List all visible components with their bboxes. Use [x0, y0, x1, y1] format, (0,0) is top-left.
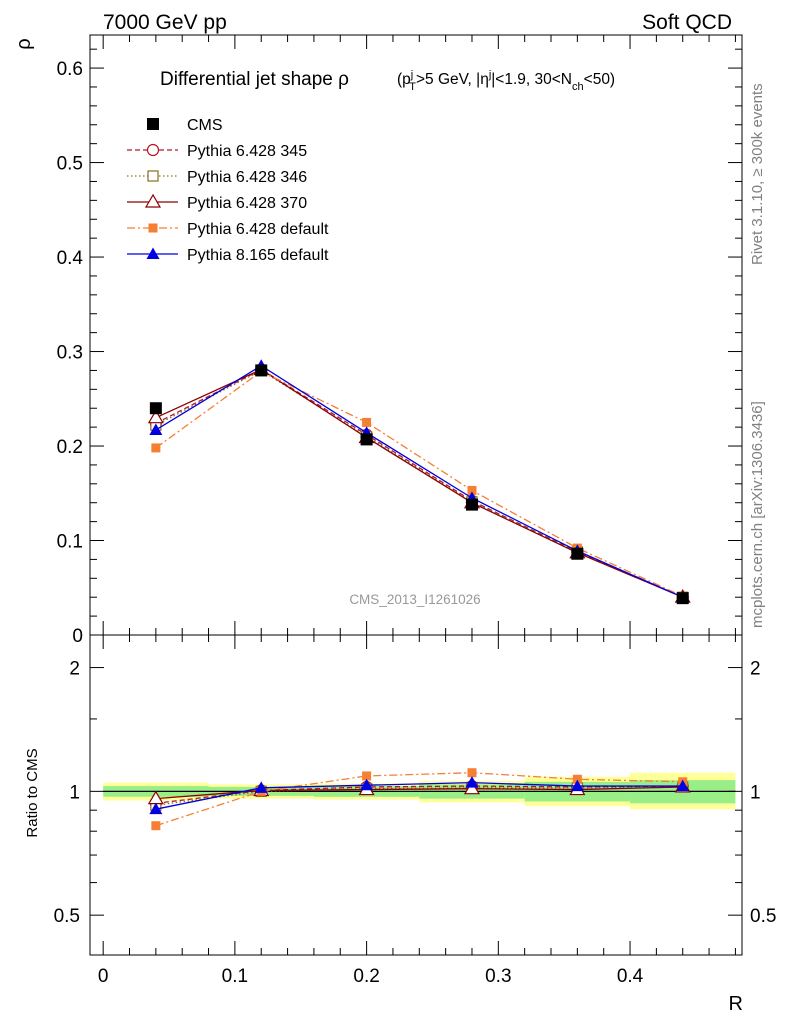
legend-entry-5: Pythia 8.165 default	[127, 247, 329, 264]
x-tick-label: 0.3	[485, 966, 511, 987]
legend-marker	[144, 193, 162, 208]
legend: CMS Pythia 6.428 345 Pythia 6.428 346 Pythi…	[127, 117, 329, 264]
x-axis-label: R	[729, 993, 743, 1015]
main-y-tick-label: 0.5	[57, 154, 83, 175]
ratio-line-5	[155, 781, 683, 810]
legend-marker	[146, 143, 160, 157]
main-series-2	[150, 364, 689, 603]
ratio-y-tick-label-right: 2	[750, 659, 761, 680]
main-y-tick-label: 0	[72, 626, 83, 647]
header-left: 7000 GeV pp	[103, 11, 227, 34]
main-ylabel: ρ	[13, 38, 35, 49]
legend-label: Pythia 6.428 346	[187, 169, 307, 186]
main-point	[149, 402, 162, 415]
ratio-point	[572, 774, 582, 784]
mcplots-label: mcplots.cern.ch [arXiv:1306.3436]	[749, 401, 766, 628]
header-right: Soft QCD	[642, 11, 732, 34]
legend-label: Pythia 8.165 default	[187, 247, 329, 264]
main-series-3	[147, 361, 691, 603]
axis-ticks: 0 0.1 0.2 0.3 0.4 0 0.1 0.2 0.3 0.4 0.5 0.6 0.5 0.5 1 1…	[54, 35, 776, 987]
legend-marker	[147, 170, 159, 182]
ratio-point	[151, 821, 161, 831]
rivet-label: Rivet 3.1.10, ≥ 300k events	[749, 83, 766, 265]
main-line-4	[155, 370, 683, 597]
legend-marker	[148, 223, 158, 233]
ratio-uncertainty-bands	[103, 772, 736, 810]
ratio-series-5	[149, 776, 690, 815]
ratio-point	[570, 779, 584, 792]
legend-label: Pythia 6.428 370	[187, 195, 307, 212]
legend-label: Pythia 6.428 345	[187, 143, 307, 160]
title-main: Differential jet shape ρ	[160, 69, 349, 90]
ratio-point	[362, 771, 372, 781]
ratio-point	[360, 778, 374, 791]
x-tick-label: 0.4	[617, 966, 644, 987]
legend-label: CMS	[187, 117, 223, 134]
ratio-point	[467, 768, 477, 778]
ratio-line-2	[155, 786, 683, 806]
ratio-line-4	[155, 772, 683, 827]
x-tick-label: 0.1	[222, 966, 248, 987]
main-point	[255, 364, 268, 377]
ratio-point	[463, 780, 481, 795]
legend-marker	[146, 247, 160, 259]
main-y-tick-label: 0.3	[57, 343, 83, 364]
legend-entry-4: Pythia 6.428 default	[127, 221, 329, 238]
ratio-point	[676, 779, 690, 792]
ratio-y-tick-label-left: 1	[69, 782, 80, 803]
ratio-point	[254, 781, 268, 793]
ratio-y-tick-label-right: 1	[750, 782, 761, 803]
title-cuts: (pj T>5 GeV, |ηj|<1.9, 30<Nch<50)	[397, 69, 615, 93]
main-y-tick-label: 0.6	[57, 59, 83, 80]
ratio-panel-frame	[89, 634, 743, 956]
main-point	[676, 592, 689, 605]
main-y-tick-label: 0.4	[57, 248, 84, 269]
ratio-ylabel: Ratio to CMS	[24, 748, 41, 837]
ratio-point	[465, 776, 479, 788]
series-layer	[147, 359, 691, 831]
main-series-1	[149, 363, 689, 604]
ratio-y-tick-label-left: 0.5	[54, 906, 80, 927]
plot-title: Differential jet shape ρ (pj T>5 GeV, |ηj…	[160, 69, 615, 93]
main-point	[362, 417, 372, 427]
main-y-tick-label: 0.2	[57, 437, 83, 458]
main-line-3	[155, 368, 683, 598]
ratio-point	[149, 802, 163, 815]
legend-label: Pythia 6.428 default	[187, 221, 329, 238]
main-series-0	[149, 364, 689, 605]
ratio-y-tick-label-right: 0.5	[750, 906, 776, 927]
legend-entry-3: Pythia 6.428 370	[127, 193, 307, 212]
main-point	[151, 443, 161, 453]
ratio-y-tick-label-left: 2	[69, 659, 80, 680]
legend-marker	[147, 118, 159, 130]
main-line-1	[155, 368, 683, 598]
legend-entry-1: Pythia 6.428 345	[127, 143, 307, 160]
legend-entry-0: CMS	[147, 117, 223, 134]
ratio-line-1	[155, 785, 683, 805]
main-point	[149, 423, 163, 435]
main-y-tick-label: 0.1	[57, 532, 83, 553]
x-tick-label: 0.2	[353, 966, 379, 987]
main-line-5	[155, 364, 683, 598]
main-point	[571, 547, 584, 560]
main-point	[467, 485, 477, 495]
main-line-2	[155, 369, 683, 598]
main-point	[360, 433, 373, 446]
x-tick-label: 0	[98, 966, 109, 987]
main-point	[147, 409, 164, 424]
legend-entry-2: Pythia 6.428 346	[127, 169, 307, 186]
watermark: CMS_2013_I1261026	[349, 592, 480, 607]
main-point	[465, 498, 478, 511]
